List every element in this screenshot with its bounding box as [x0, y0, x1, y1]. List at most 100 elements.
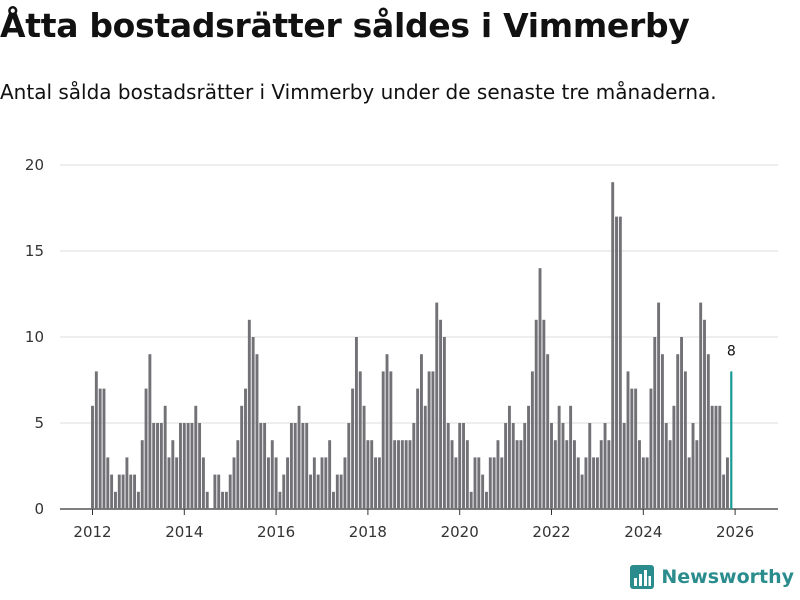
bar [186, 423, 190, 509]
bar [129, 474, 133, 509]
bar [305, 423, 309, 509]
newsworthy-logo-icon [630, 565, 655, 589]
bar [618, 216, 622, 509]
bar [412, 423, 416, 509]
bar [255, 354, 259, 509]
latest-bar [730, 371, 733, 509]
bar [152, 423, 156, 509]
bar [439, 319, 443, 509]
bar [194, 405, 198, 509]
bar [159, 423, 163, 509]
bar [190, 423, 194, 509]
bar [362, 405, 366, 509]
brand-logo: Newsworthy [629, 564, 794, 590]
latest-value-label: 8 [727, 343, 736, 359]
bar [121, 474, 125, 509]
bar [607, 440, 611, 509]
bar [523, 423, 527, 509]
bar [316, 474, 320, 509]
bar [94, 371, 98, 509]
bar [485, 491, 488, 509]
bar [335, 474, 339, 509]
bar-chart: 0 5 10 15 20 2012 2014 2016 2018 2020 2022 2024 2026… [25, 156, 778, 541]
bar [649, 388, 653, 509]
bar [603, 423, 607, 509]
bar [703, 319, 706, 509]
bar [630, 388, 634, 509]
bar [573, 440, 576, 509]
bar [320, 457, 324, 509]
bar [515, 440, 519, 509]
bar [722, 474, 726, 509]
bar [588, 423, 592, 509]
bar [179, 423, 182, 509]
bar [626, 371, 630, 509]
bar [507, 405, 511, 509]
bar [144, 388, 148, 509]
bar [110, 474, 114, 509]
y-tick-label: 20 [25, 156, 44, 174]
bar [163, 405, 167, 509]
bar [117, 474, 121, 509]
bar [488, 457, 492, 509]
bar [718, 405, 722, 509]
bar [167, 457, 171, 509]
y-tick-label: 5 [34, 414, 44, 432]
bar [309, 474, 312, 509]
bar [366, 440, 370, 509]
bar [381, 371, 385, 509]
bar [347, 423, 351, 509]
bar [374, 457, 377, 509]
bar [228, 474, 232, 509]
x-tick-label: 2024 [624, 523, 662, 541]
bar [435, 302, 439, 509]
bar [672, 405, 676, 509]
bar [393, 440, 397, 509]
bar [542, 319, 546, 509]
bar [351, 388, 355, 509]
bar [106, 457, 110, 509]
bar [232, 457, 236, 509]
bar [98, 388, 102, 509]
bar [274, 457, 278, 509]
bar [397, 440, 400, 509]
bar [691, 423, 695, 509]
bar [611, 182, 615, 509]
bar [240, 405, 244, 509]
bar [400, 440, 404, 509]
x-tick-label: 2018 [349, 523, 387, 541]
bar [511, 423, 515, 509]
bar [370, 440, 374, 509]
bar [312, 457, 316, 509]
bar [576, 457, 580, 509]
bar [286, 457, 290, 509]
bar [714, 405, 718, 509]
bar [156, 423, 159, 509]
bar [91, 405, 94, 509]
bar [278, 491, 282, 509]
bar [198, 423, 202, 509]
bar [500, 457, 504, 509]
bar [726, 457, 729, 509]
bar [423, 405, 427, 509]
bar [236, 440, 240, 509]
bar [481, 474, 485, 509]
bar [680, 337, 683, 509]
bar [217, 474, 221, 509]
bar [408, 440, 412, 509]
bar [244, 388, 247, 509]
bar [431, 371, 435, 509]
bar [224, 491, 228, 509]
bar [251, 337, 255, 509]
bar [389, 371, 393, 509]
bar [267, 457, 270, 509]
bar [668, 440, 672, 509]
bar [270, 440, 274, 509]
bar [213, 474, 217, 509]
bar [354, 337, 358, 509]
bar [527, 405, 530, 509]
bar [530, 371, 534, 509]
bar [263, 423, 267, 509]
bar [676, 354, 680, 509]
bar [182, 423, 186, 509]
